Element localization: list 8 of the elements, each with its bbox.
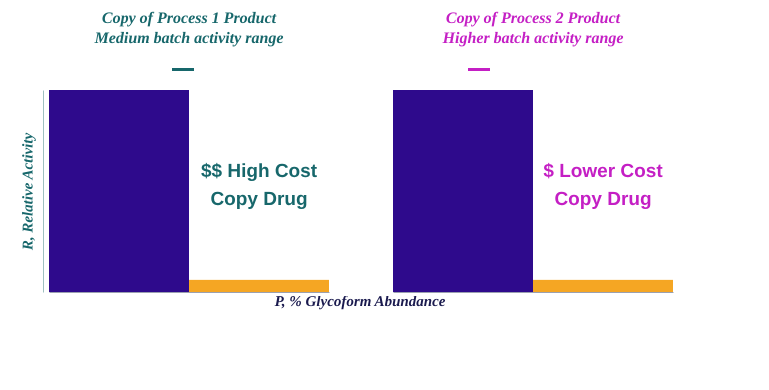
chart-title: Copy of Process 1 Product [102,10,277,27]
chart-title: Copy of Process 2 Product [446,10,621,27]
annotation: $$ High Cost Copy Drug [200,160,318,210]
chart-subtitle: Higher batch activity range [442,30,624,47]
annotation: $ Lower Cost Copy Drug [543,160,664,210]
chart-subtitle: Medium batch activity range [94,30,284,47]
y-axis-title: R, Relative Activity [20,132,36,252]
x-axis-title: P, % Glycoform Abundance [274,294,446,311]
